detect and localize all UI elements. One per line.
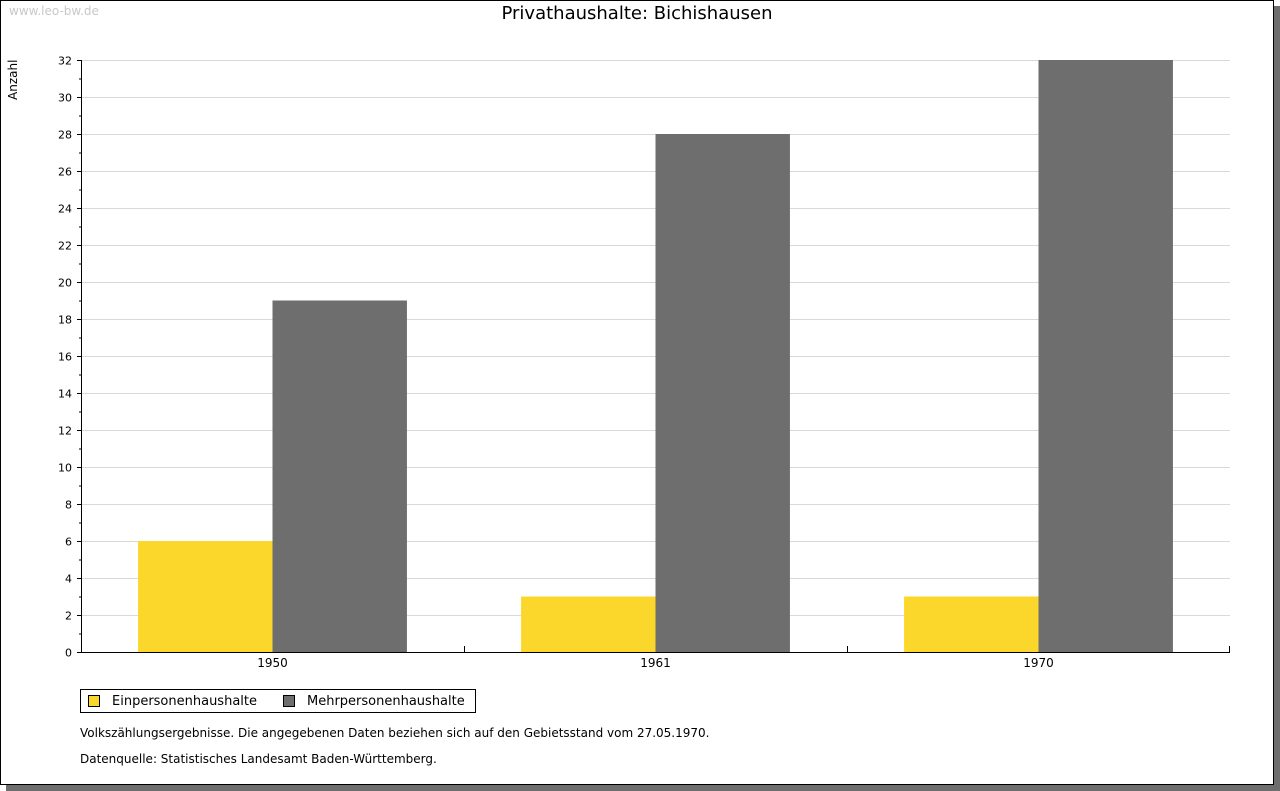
- y-tick-label: 30: [58, 92, 72, 105]
- y-tick-label: 28: [58, 129, 72, 142]
- watermark: www.leo-bw.de: [9, 4, 99, 18]
- legend: Einpersonenhaushalte Mehrpersonenhaushal…: [80, 689, 476, 713]
- legend-label: Einpersonenhaushalte: [112, 693, 257, 709]
- y-tick-label: 12: [58, 425, 72, 438]
- bar-einpersonenhaushalte-1950: [138, 541, 273, 652]
- y-tick-label: 20: [58, 277, 72, 290]
- y-tick-label: 18: [58, 314, 72, 327]
- y-tick-label: 16: [58, 351, 72, 364]
- bar-mehrpersonenhaushalte-1961: [655, 134, 790, 652]
- legend-swatch-mehrpersonen: [283, 695, 295, 707]
- bar-einpersonenhaushalte-1970: [904, 596, 1039, 652]
- footnote: Volkszählungsergebnisse. Die angegebenen…: [80, 726, 710, 740]
- bar-mehrpersonenhaushalte-1950: [272, 300, 407, 652]
- bar-mehrpersonenhaushalte-1970: [1038, 60, 1173, 652]
- y-tick-label: 14: [58, 388, 72, 401]
- bar-einpersonenhaushalte-1961: [521, 596, 656, 652]
- y-axis-label: Anzahl: [6, 60, 20, 100]
- y-tick-label: 26: [58, 166, 72, 179]
- y-tick-label: 6: [65, 536, 72, 549]
- y-tick-label: 24: [58, 203, 72, 216]
- y-tick-label: 8: [65, 499, 72, 512]
- x-tick-label: 1961: [640, 656, 671, 670]
- y-tick-label: 2: [65, 610, 72, 623]
- chart-title: Privathaushalte: Bichishausen: [501, 3, 773, 24]
- legend-label: Mehrpersonenhaushalte: [307, 693, 465, 709]
- y-tick-label: 4: [65, 573, 72, 586]
- legend-swatch-einpersonen: [88, 695, 100, 707]
- legend-item-mehrpersonen: Mehrpersonenhaushalte: [283, 694, 465, 709]
- x-tick-label: 1950: [257, 656, 288, 670]
- y-tick-label: 32: [58, 55, 72, 68]
- source-note: Datenquelle: Statistisches Landesamt Bad…: [80, 752, 437, 766]
- legend-item-einpersonen: Einpersonenhaushalte: [88, 694, 257, 709]
- y-tick-label: 22: [58, 240, 72, 253]
- x-tick-label: 1970: [1023, 656, 1054, 670]
- y-tick-label: 0: [65, 647, 72, 660]
- y-tick-label: 10: [58, 462, 72, 475]
